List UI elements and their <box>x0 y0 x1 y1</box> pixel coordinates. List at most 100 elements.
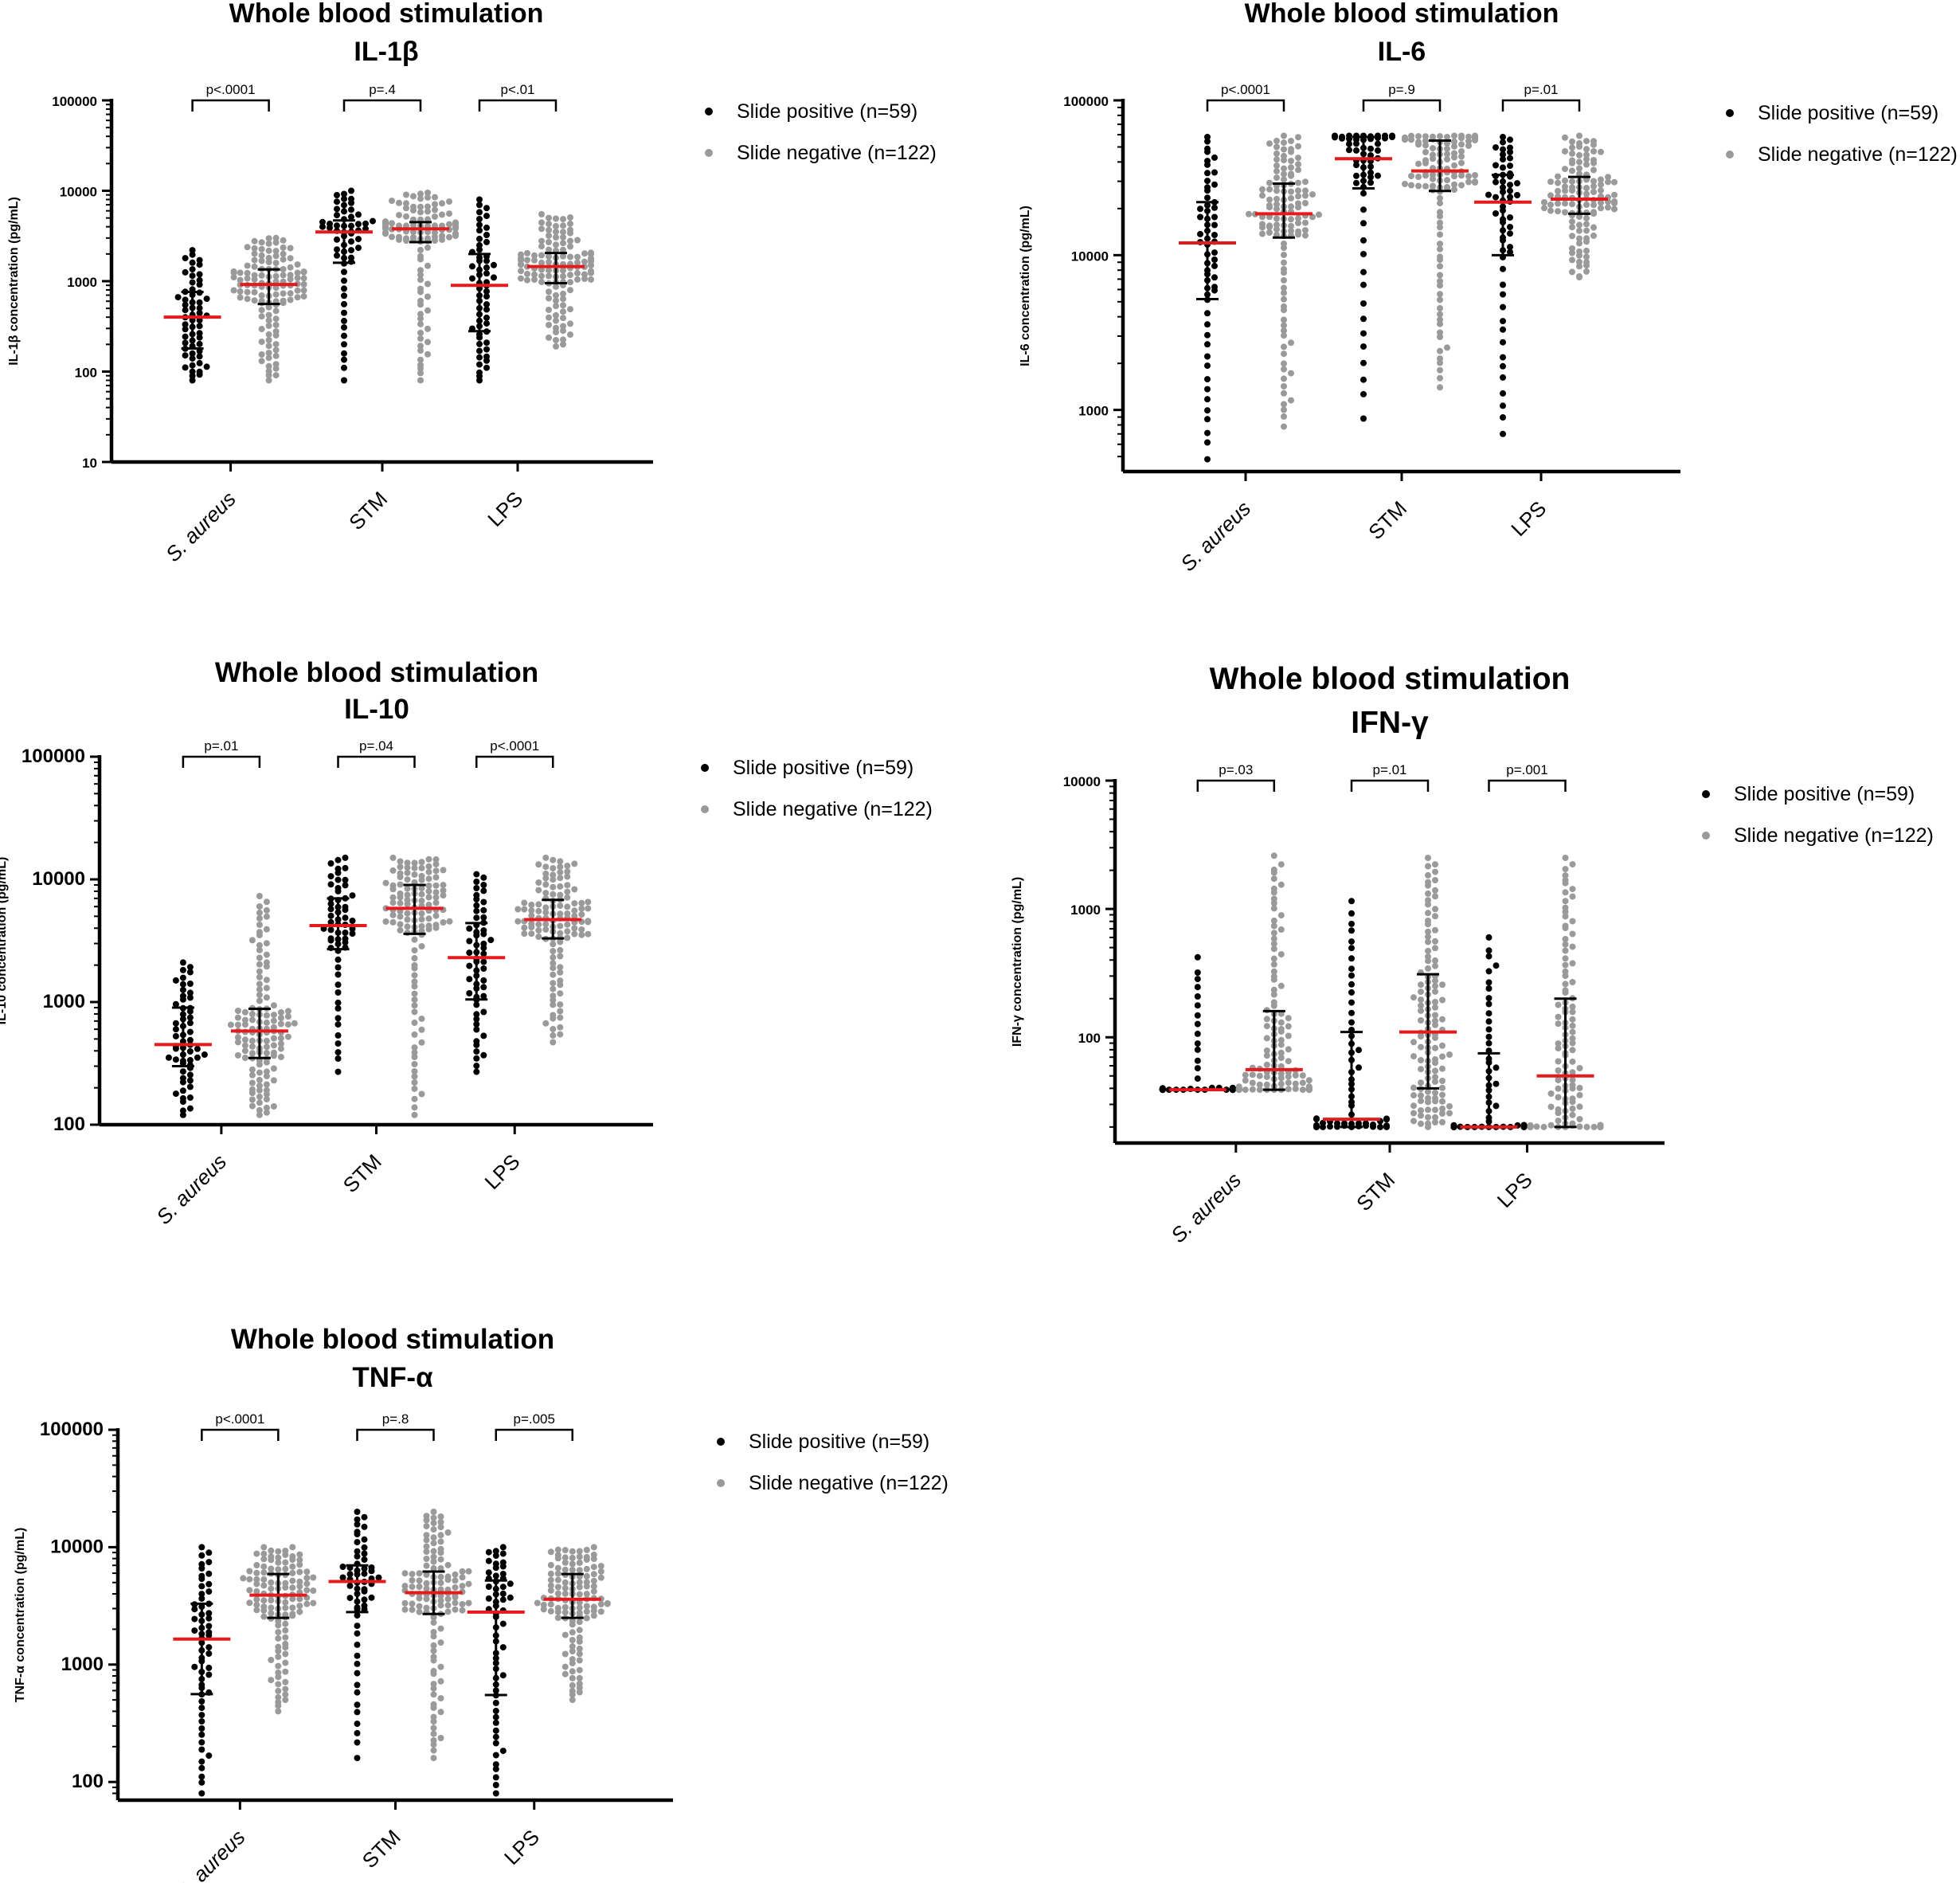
data-point <box>590 1603 597 1611</box>
data-point <box>1256 1086 1263 1094</box>
data-point <box>1569 1105 1576 1112</box>
data-point <box>425 922 432 930</box>
data-point <box>485 1569 492 1576</box>
data-point <box>248 1043 256 1050</box>
data-point <box>1194 1030 1201 1037</box>
data-point <box>191 1663 198 1670</box>
data-point <box>483 205 490 212</box>
data-point <box>483 270 490 277</box>
data-point <box>567 220 573 227</box>
data-point <box>268 1553 275 1560</box>
data-point <box>1555 1040 1562 1047</box>
data-point <box>1249 1071 1256 1079</box>
data-point <box>411 1085 418 1092</box>
data-point <box>179 1094 186 1102</box>
data-point <box>1204 178 1211 185</box>
data-point <box>564 921 571 928</box>
data-point <box>263 1050 270 1056</box>
data-point <box>182 364 189 371</box>
data-point <box>1415 182 1422 190</box>
data-point <box>528 930 535 938</box>
data-point <box>452 220 459 227</box>
data-point <box>1194 1002 1201 1009</box>
data-point <box>172 1020 179 1027</box>
data-point <box>485 1557 492 1564</box>
data-point <box>437 1545 444 1552</box>
data-point <box>205 1570 213 1577</box>
data-point <box>248 1016 256 1024</box>
data-point <box>189 279 196 286</box>
data-point <box>1367 145 1374 152</box>
data-point <box>585 898 592 906</box>
significance-bracket <box>1501 99 1581 112</box>
data-point <box>547 1601 554 1608</box>
data-point <box>473 1048 480 1055</box>
data-point <box>1432 1056 1438 1063</box>
data-point <box>560 336 566 343</box>
data-point <box>1437 272 1443 279</box>
data-point <box>1437 296 1443 303</box>
data-point <box>1194 1057 1201 1064</box>
data-point <box>473 1038 480 1045</box>
data-point <box>560 341 566 348</box>
data-point <box>1410 1053 1417 1060</box>
legend-marker <box>1726 109 1734 117</box>
data-point <box>554 1552 561 1559</box>
data-point <box>418 1026 425 1033</box>
data-point <box>1500 430 1506 437</box>
data-point <box>334 865 342 872</box>
data-point <box>492 1790 499 1797</box>
data-point <box>282 1548 289 1554</box>
data-point <box>196 261 203 268</box>
data-point <box>1507 187 1513 194</box>
data-point <box>542 875 550 882</box>
data-point <box>282 1580 289 1587</box>
data-point <box>256 1069 263 1076</box>
data-point <box>189 272 196 280</box>
data-point <box>473 891 480 898</box>
data-point <box>1246 210 1252 217</box>
data-point <box>1204 145 1211 152</box>
data-point <box>411 1104 418 1111</box>
data-point <box>452 1571 459 1578</box>
data-point <box>265 343 272 350</box>
data-point <box>1451 181 1457 188</box>
data-point <box>459 1574 466 1581</box>
data-point <box>1320 1120 1326 1126</box>
legend-marker <box>705 149 713 157</box>
data-point <box>411 1111 418 1118</box>
data-point <box>1492 194 1499 201</box>
data-point <box>1598 199 1604 206</box>
data-point <box>1295 134 1301 141</box>
data-point <box>1204 331 1211 339</box>
data-point <box>557 910 564 918</box>
data-point <box>444 1561 452 1568</box>
data-point <box>1555 1118 1562 1125</box>
data-point <box>411 859 418 867</box>
data-point <box>1439 1053 1446 1060</box>
data-point <box>1576 240 1582 247</box>
data-point <box>1277 881 1285 888</box>
data-point <box>263 906 270 914</box>
data-point <box>567 287 573 294</box>
data-point <box>1270 973 1277 980</box>
data-point <box>198 1698 205 1705</box>
data-point <box>430 1647 437 1654</box>
p-value-label: p=.01 <box>1524 82 1558 97</box>
data-point <box>1249 1079 1256 1086</box>
data-point <box>354 1630 361 1637</box>
data-point <box>561 1663 569 1670</box>
data-point <box>542 921 550 928</box>
data-point <box>341 190 347 198</box>
legend-label: Slide negative (n=122) <box>749 1472 949 1494</box>
data-point <box>499 1550 507 1557</box>
data-point <box>1259 186 1266 193</box>
data-point <box>430 1526 437 1533</box>
data-point <box>1576 1116 1583 1122</box>
data-point <box>1288 216 1294 223</box>
data-point <box>550 953 557 961</box>
data-point <box>432 889 440 896</box>
data-point <box>370 217 376 225</box>
data-point <box>1430 133 1436 140</box>
data-point <box>265 350 272 356</box>
